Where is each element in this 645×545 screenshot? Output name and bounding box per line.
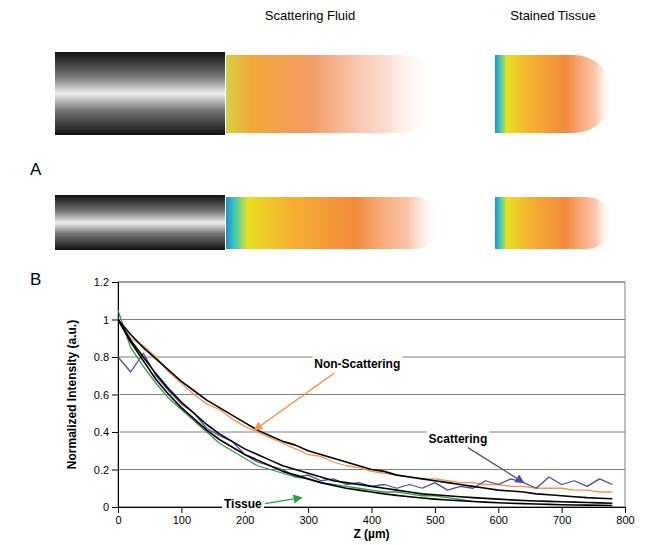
- tick-mark: [112, 395, 118, 396]
- y-tick: 1: [103, 314, 118, 326]
- tick-label: 600: [490, 514, 508, 526]
- panel-label: B: [30, 270, 41, 289]
- annotations: Non-Scattering Scattering Tissue: [222, 356, 524, 512]
- axis-line: [118, 283, 119, 508]
- tick-mark: [112, 470, 118, 471]
- figure: Scattering Fluid Stained Tissue A 0 100 200 30…: [0, 0, 645, 545]
- tick-label: 200: [236, 514, 254, 526]
- annotation-arrow: [468, 448, 524, 483]
- tick-mark: [181, 507, 182, 513]
- panel-a: Scattering Fluid Stained Tissue A: [30, 8, 613, 250]
- y-tick: 0.4: [94, 426, 118, 438]
- tick-label: 800: [616, 514, 634, 526]
- x-tick: 700: [553, 507, 571, 526]
- fit-line: [118, 320, 612, 504]
- tick-label: 1: [103, 314, 109, 326]
- label-background: [312, 356, 402, 372]
- x-tick: 400: [363, 507, 381, 526]
- data-line: [118, 353, 612, 490]
- y-tick: 0.8: [94, 351, 118, 363]
- fiber: [55, 52, 225, 135]
- panel-title: Stained Tissue: [510, 8, 595, 23]
- tick-label: 0: [115, 514, 121, 526]
- x-tick: 500: [426, 507, 444, 526]
- x-tick: 0: [115, 507, 121, 526]
- x-axis: 0 100 200 300 400 500 600 700 800: [115, 507, 634, 526]
- y-tick: 0.6: [94, 389, 118, 401]
- annotation-label: Scattering: [429, 432, 488, 446]
- x-tick: 600: [490, 507, 508, 526]
- tick-mark: [498, 507, 499, 513]
- fiber: [55, 195, 225, 250]
- plot-area: [118, 310, 612, 505]
- tick-label: 1.2: [94, 276, 109, 288]
- fit-line: [118, 320, 612, 499]
- x-tick: 300: [299, 507, 317, 526]
- tick-label: 700: [553, 514, 571, 526]
- x-tick: 100: [173, 507, 191, 526]
- tick-label: 0.8: [94, 351, 109, 363]
- tick-label: 500: [426, 514, 444, 526]
- tick-mark: [112, 507, 118, 508]
- simulated-scattering: [226, 197, 441, 249]
- tick-mark: [308, 507, 309, 513]
- tick-mark: [118, 507, 119, 513]
- tick-label: 300: [299, 514, 317, 526]
- label-background: [222, 496, 264, 512]
- annotation-label: Tissue: [224, 497, 262, 511]
- tick-mark: [112, 282, 118, 283]
- scattering-image: [226, 55, 441, 133]
- tick-mark: [112, 432, 118, 433]
- y-tick: 1.2: [94, 276, 118, 288]
- data-line: [118, 310, 473, 501]
- grid-line: [118, 319, 625, 320]
- tick-mark: [372, 507, 373, 513]
- grid: [118, 282, 625, 507]
- tick-label: 100: [173, 514, 191, 526]
- x-tick: 800: [616, 507, 634, 526]
- annotation-arrow: [265, 498, 302, 504]
- simulated-tissue: [495, 197, 613, 249]
- tissue-image: [495, 55, 613, 133]
- tick-mark: [112, 320, 118, 321]
- tick-label: 0.4: [94, 426, 109, 438]
- y-tick: 0.2: [94, 464, 118, 476]
- tick-label: 0: [103, 501, 109, 513]
- annotation-arrow: [254, 373, 334, 430]
- x-axis-title: Z (µm): [353, 527, 389, 541]
- panel-title: Scattering Fluid: [265, 8, 355, 23]
- y-tick: 0: [103, 501, 118, 513]
- grid-line: [118, 432, 625, 433]
- label-background: [427, 431, 490, 447]
- y-axis: 0 0.2 0.4 0.6 0.8 1 1.2: [94, 276, 119, 513]
- tick-mark: [562, 507, 563, 513]
- panel-label: A: [30, 160, 42, 179]
- tick-mark: [112, 357, 118, 358]
- tick-label: 0.6: [94, 389, 109, 401]
- annotation-label: Non-Scattering: [314, 357, 400, 371]
- plot-frame: [118, 282, 625, 507]
- y-axis-title: Normalized Intensity (a.u.): [65, 320, 79, 469]
- data-line: [118, 320, 612, 493]
- fit-line: [118, 320, 612, 506]
- panel-b: 0 100 200 300 400 500 600 700 800 0 0.2 0.4 0.6 0.8 1 1…: [30, 270, 635, 541]
- tick-mark: [435, 507, 436, 513]
- tick-label: 0.2: [94, 464, 109, 476]
- tick-mark: [625, 507, 626, 513]
- tick-label: 400: [363, 514, 381, 526]
